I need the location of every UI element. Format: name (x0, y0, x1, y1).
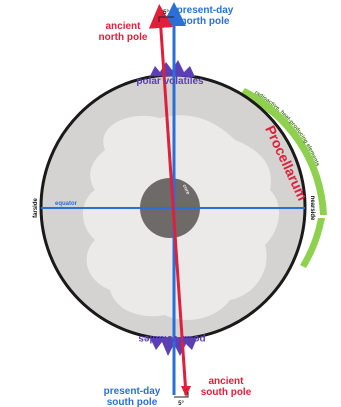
present-north-label-2: north pole (181, 16, 230, 27)
present-south-label-1: present-day (104, 386, 161, 397)
farside-label: farside (33, 198, 39, 218)
radioactive-layer (240, 88, 327, 215)
angle-bracket-bottom (174, 392, 189, 398)
radioactive-layer-lower (300, 218, 325, 268)
ancient-south-label-1: ancient (208, 376, 244, 387)
polar-volatiles-bottom-label: polar volatiles (138, 333, 206, 344)
angle-bottom-label: 5° (178, 401, 184, 407)
polar-volatiles-top-cap (150, 60, 195, 77)
polar-volatiles-top-label: polar volatiles (136, 76, 204, 87)
ancient-axis (148, 4, 188, 396)
ancient-north-label-2: north pole (99, 32, 148, 43)
ancient-south-label-2: south pole (201, 387, 252, 398)
ancient-axis-south-arrow (181, 386, 191, 397)
equator-label: equator (55, 201, 78, 207)
core-label: core (181, 184, 191, 196)
nearside-label: nearside (309, 196, 315, 221)
present-south-label-2: south pole (107, 397, 158, 407)
angle-bracket-top (158, 16, 174, 22)
angle-top-label: 5° (163, 10, 169, 16)
ancient-north-label-1: ancient (105, 21, 141, 32)
polar-volatiles-bottom-cap (150, 338, 197, 356)
present-north-label-1: present-day (177, 5, 234, 16)
